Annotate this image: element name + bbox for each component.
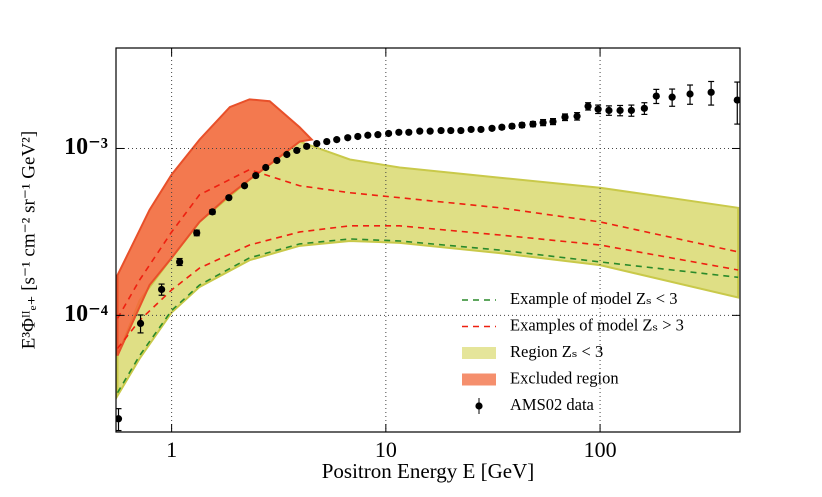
legend-label: Region Zₛ < 3 bbox=[510, 342, 603, 361]
data-point bbox=[561, 113, 569, 121]
axes-frame bbox=[115, 47, 741, 433]
data-point bbox=[273, 156, 281, 165]
data-point bbox=[225, 194, 233, 202]
data-point bbox=[488, 124, 496, 132]
data-point bbox=[136, 319, 145, 327]
model-line bbox=[116, 168, 739, 319]
data-point bbox=[158, 285, 166, 294]
data-point bbox=[594, 105, 602, 113]
data-point bbox=[193, 229, 201, 237]
x-axis-label: Positron Energy E [GeV] bbox=[322, 459, 535, 483]
legend-patch bbox=[462, 347, 496, 359]
data-point bbox=[447, 126, 455, 135]
data-point bbox=[573, 112, 581, 120]
plot-area bbox=[116, 48, 740, 432]
data-point bbox=[518, 121, 526, 129]
data-point bbox=[416, 127, 424, 135]
data-point bbox=[364, 131, 372, 139]
data-point bbox=[508, 122, 516, 130]
data-point bbox=[652, 92, 660, 100]
legend-point bbox=[475, 402, 483, 410]
data-point bbox=[240, 182, 249, 190]
model-line bbox=[116, 238, 739, 394]
data-point bbox=[640, 104, 648, 112]
data-point bbox=[354, 132, 362, 141]
data-point bbox=[303, 142, 311, 150]
data-point bbox=[252, 171, 260, 180]
data-point bbox=[529, 120, 537, 128]
legend-label: AMS02 data bbox=[510, 395, 595, 414]
data-point bbox=[616, 106, 624, 115]
data-point bbox=[498, 123, 506, 131]
data-point bbox=[549, 117, 557, 126]
data-point bbox=[323, 137, 331, 146]
data-point bbox=[374, 131, 382, 139]
x-tick-label: 10 bbox=[375, 437, 397, 462]
data-point bbox=[283, 150, 291, 159]
data-point bbox=[686, 90, 694, 98]
data-point bbox=[262, 163, 270, 172]
data-point bbox=[384, 129, 393, 138]
legend-label: Excluded region bbox=[510, 368, 619, 387]
data-point bbox=[733, 96, 740, 104]
region bbox=[116, 98, 314, 357]
data-point bbox=[313, 139, 321, 148]
data-point bbox=[477, 125, 485, 134]
data-point bbox=[176, 258, 184, 266]
data-point bbox=[668, 93, 676, 101]
y-tick-label: 10⁻⁴ bbox=[64, 301, 108, 327]
model-line bbox=[116, 225, 739, 349]
data-point bbox=[457, 126, 465, 135]
data-point bbox=[395, 128, 403, 136]
legend-label: Example of model Zₛ < 3 bbox=[510, 289, 677, 308]
x-tick-label: 1 bbox=[166, 437, 177, 462]
data-point bbox=[293, 146, 301, 155]
x-tick-label: 100 bbox=[584, 437, 617, 462]
data-point bbox=[584, 102, 592, 110]
legend-patch bbox=[462, 373, 496, 386]
data-point bbox=[344, 134, 352, 142]
data-point bbox=[627, 106, 635, 115]
data-point bbox=[426, 127, 434, 135]
legend-label: Examples of model Zₛ > 3 bbox=[510, 315, 684, 334]
data-point bbox=[707, 88, 715, 96]
y-axis-label: E³Φᴵᴵₑ₊ [s⁻¹ cm⁻² sr⁻¹ GeV²] bbox=[18, 131, 39, 349]
y-tick-label: 10⁻³ bbox=[64, 134, 108, 160]
data-point bbox=[208, 208, 216, 216]
data-point bbox=[116, 415, 123, 423]
data-point bbox=[437, 126, 445, 135]
data-point bbox=[605, 106, 613, 115]
data-point bbox=[539, 118, 547, 127]
data-point bbox=[467, 125, 475, 134]
data-point bbox=[405, 128, 413, 136]
data-point bbox=[333, 136, 341, 144]
